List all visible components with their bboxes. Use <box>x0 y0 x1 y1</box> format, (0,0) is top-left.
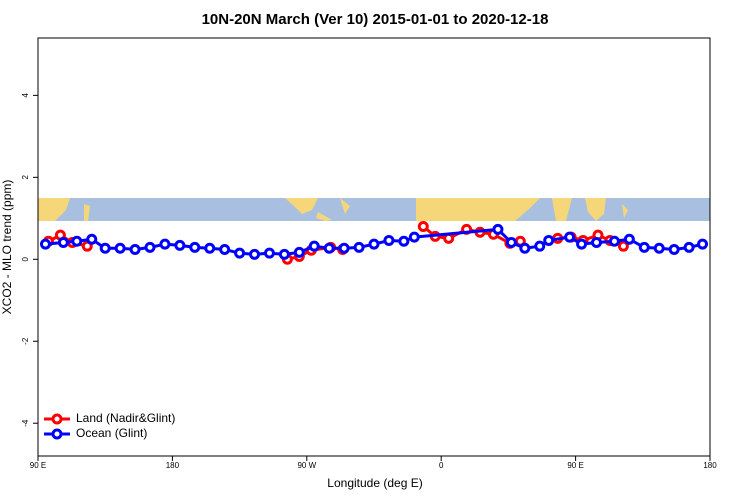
y-tick-label: -2 <box>21 337 30 345</box>
data-point <box>86 233 98 245</box>
data-point <box>189 241 201 253</box>
map-band <box>38 198 710 221</box>
data-point <box>408 231 420 243</box>
data-point <box>623 233 635 245</box>
chart-title: 10N-20N March (Ver 10) 2015-01-01 to 202… <box>202 11 549 28</box>
land-shape <box>552 198 572 221</box>
data-point <box>219 243 231 255</box>
x-tick-label: 180 <box>166 461 180 470</box>
data-point <box>57 236 69 248</box>
legend: Land (Nadir&Glint)Ocean (Glint) <box>44 411 175 440</box>
data-point <box>159 238 171 250</box>
x-tick-label: 90 E <box>567 461 583 470</box>
data-point <box>278 248 290 260</box>
data-point <box>398 235 410 247</box>
data-point <box>234 247 246 259</box>
data-point <box>99 242 111 254</box>
data-point <box>638 241 650 253</box>
y-tick-label: 2 <box>21 175 30 180</box>
data-point <box>564 231 576 243</box>
data-point <box>534 240 546 252</box>
land-shape <box>38 198 70 221</box>
data-point <box>653 242 665 254</box>
data-point <box>576 238 588 250</box>
land-shape <box>622 204 628 218</box>
data-point <box>697 238 709 250</box>
data-point <box>383 234 395 246</box>
x-tick-label: 180 <box>703 461 717 470</box>
data-point <box>683 241 695 253</box>
data-point <box>505 236 517 248</box>
data-point <box>39 238 51 250</box>
ocean-band <box>38 198 710 221</box>
y-tick-label: 4 <box>21 93 30 98</box>
x-axis-label: Longitude (deg E) <box>327 476 422 490</box>
plot-frame <box>37 37 711 457</box>
data-point <box>129 243 141 255</box>
x-tick-label: 0 <box>439 461 444 470</box>
land-shape <box>585 198 606 221</box>
land-shape <box>340 198 350 214</box>
data-point <box>417 221 429 233</box>
x-tick-label: 90 E <box>30 461 46 470</box>
data-point <box>668 243 680 255</box>
legend-marker <box>51 413 63 425</box>
data-point <box>323 242 335 254</box>
y-axis-label: XCO2 - MLO trend (ppm) <box>0 180 14 315</box>
data-point <box>114 242 126 254</box>
x-tick-label: 90 W <box>297 461 316 470</box>
legend-label: Land (Nadir&Glint) <box>76 411 175 425</box>
land-shape <box>285 198 318 214</box>
data-point <box>353 241 365 253</box>
data-point <box>204 242 216 254</box>
data-point <box>293 246 305 258</box>
data-point <box>338 242 350 254</box>
data-point <box>144 241 156 253</box>
data-point <box>174 239 186 251</box>
data-point <box>543 234 555 246</box>
data-point <box>368 238 380 250</box>
data-point <box>608 235 620 247</box>
legend-marker <box>51 428 63 440</box>
land-shape <box>316 212 332 221</box>
y-tick-label: 0 <box>21 257 30 262</box>
y-tick-label: -4 <box>21 419 30 427</box>
land-shape <box>84 204 90 221</box>
data-point <box>263 247 275 259</box>
data-point <box>71 235 83 247</box>
legend-label: Ocean (Glint) <box>76 426 147 440</box>
data-point <box>308 240 320 252</box>
data-point <box>617 240 629 252</box>
land-shape <box>416 198 540 221</box>
data-point <box>591 236 603 248</box>
data-point <box>249 248 261 260</box>
data-point <box>492 223 504 235</box>
data-point <box>519 242 531 254</box>
